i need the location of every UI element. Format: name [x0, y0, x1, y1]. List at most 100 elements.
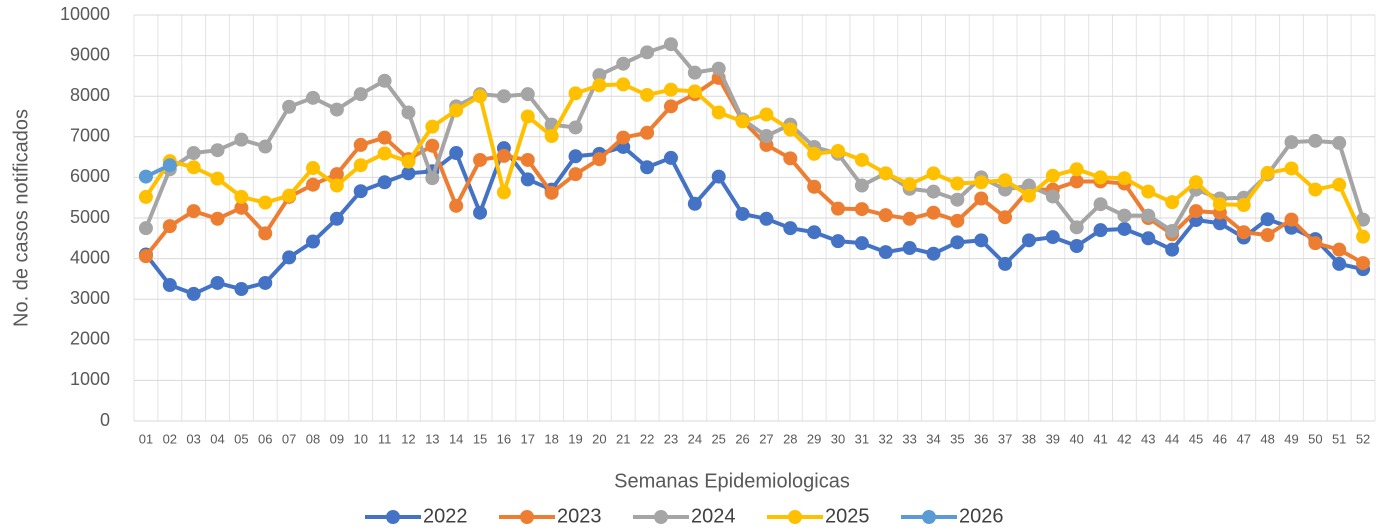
data-point [234, 189, 249, 204]
data-point [162, 158, 177, 173]
data-point [186, 146, 201, 161]
x-tick-label: 35 [950, 431, 964, 446]
data-point [1260, 165, 1275, 180]
data-point [1165, 223, 1180, 238]
y-tick-label: 2000 [70, 329, 110, 349]
data-point [592, 152, 607, 167]
data-point [902, 241, 917, 256]
data-point [640, 45, 655, 60]
data-point [663, 82, 678, 97]
data-point [1260, 228, 1275, 243]
legend-marker [520, 510, 534, 524]
data-point [1069, 162, 1084, 177]
x-tick-label: 26 [735, 431, 749, 446]
data-point [305, 177, 320, 192]
data-point [520, 152, 535, 167]
series-line [144, 144, 1364, 296]
data-point [568, 149, 583, 164]
data-point [759, 107, 774, 122]
y-axis-title: No. de casos notificados [10, 109, 32, 327]
data-point [711, 105, 726, 120]
data-point [377, 73, 392, 88]
legend-marker [386, 510, 400, 524]
data-point [711, 61, 726, 76]
x-tick-label: 43 [1141, 431, 1155, 446]
x-tick-label: 18 [544, 431, 558, 446]
data-point [759, 211, 774, 226]
x-tick-label: 31 [855, 431, 869, 446]
legend-marker [788, 510, 802, 524]
data-point [1117, 171, 1132, 186]
data-point [162, 277, 177, 292]
data-point [783, 122, 798, 137]
data-point [616, 77, 631, 92]
data-point [353, 87, 368, 102]
series-line [144, 42, 1365, 233]
data-point [878, 208, 893, 223]
data-point [138, 169, 153, 184]
data-point [305, 234, 320, 249]
data-point [425, 171, 440, 186]
series-line [144, 75, 1365, 265]
data-point [1284, 161, 1299, 176]
x-tick-label: 32 [879, 431, 893, 446]
data-point [831, 144, 846, 159]
data-point [210, 211, 225, 226]
data-point [210, 171, 225, 186]
data-point [473, 205, 488, 220]
legend-label: 2026 [959, 505, 1004, 527]
data-point [711, 169, 726, 184]
x-tick-label: 03 [186, 431, 200, 446]
y-tick-label: 5000 [70, 207, 110, 227]
data-point [1141, 184, 1156, 199]
data-point [1212, 197, 1227, 212]
data-point [473, 89, 488, 104]
data-point [592, 78, 607, 93]
data-point [950, 213, 965, 228]
data-point [831, 234, 846, 249]
data-point [377, 146, 392, 161]
x-tick-label: 33 [902, 431, 916, 446]
x-tick-label: 47 [1237, 431, 1251, 446]
data-point [329, 178, 344, 193]
legend-marker [654, 510, 668, 524]
data-point [520, 109, 535, 124]
x-tick-label: 29 [807, 431, 821, 446]
data-point [926, 184, 941, 199]
data-point [353, 137, 368, 152]
data-point [138, 221, 153, 236]
data-point [425, 138, 440, 153]
data-point [878, 166, 893, 181]
data-point [449, 103, 464, 118]
data-point [1069, 220, 1084, 235]
data-point [807, 179, 822, 194]
data-point [1236, 198, 1251, 213]
data-point [759, 128, 774, 143]
data-point [1165, 195, 1180, 210]
data-point [640, 160, 655, 175]
data-point [663, 37, 678, 52]
y-tick-label: 0 [100, 410, 110, 430]
data-point [854, 236, 869, 251]
data-point [520, 172, 535, 187]
data-point [687, 196, 702, 211]
x-tick-label: 17 [521, 431, 535, 446]
x-tick-label: 30 [831, 431, 845, 446]
data-point [1117, 221, 1132, 236]
x-tick-label: 20 [592, 431, 606, 446]
legend-label: 2023 [557, 505, 602, 527]
data-point [353, 184, 368, 199]
x-tick-label: 12 [401, 431, 415, 446]
data-point [1045, 230, 1060, 245]
x-tick-label: 22 [640, 431, 654, 446]
legend-label: 2025 [825, 505, 870, 527]
x-tick-label: 09 [330, 431, 344, 446]
x-tick-label: 48 [1260, 431, 1274, 446]
data-point [186, 160, 201, 175]
data-point [473, 152, 488, 167]
data-point [974, 233, 989, 248]
data-point [974, 191, 989, 206]
data-point [854, 152, 869, 167]
data-point [186, 204, 201, 219]
data-point [138, 249, 153, 264]
